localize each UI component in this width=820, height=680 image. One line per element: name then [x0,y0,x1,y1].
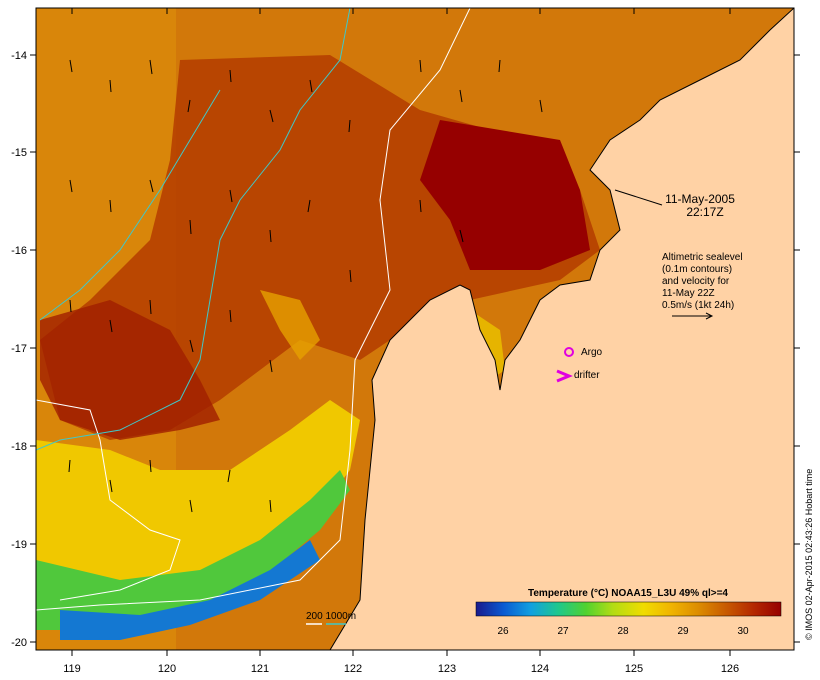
velocity-arrow [539,99,543,113]
date-pointer [614,189,663,206]
isobath-200 [36,8,471,611]
velocity-arrow [459,229,464,243]
velocity-arrow [109,199,112,213]
velocity-arrow [149,299,152,315]
y-tick-label: -15 [11,147,27,159]
velocity-arrow [307,199,311,213]
coastline [329,8,794,650]
scale-arrow-icon [672,312,714,320]
colorbar [475,601,782,617]
x-tick-label: 126 [721,663,739,675]
hot-core [420,120,590,270]
x-tick-label: 119 [63,663,81,675]
x-tick-label: 121 [251,663,269,675]
velocity-arrow [68,459,71,473]
drifter-marker-icon [556,369,573,383]
argo-label: Argo [581,347,603,358]
velocity-arrow [69,299,72,313]
velocity-arrow [419,59,422,73]
velocity-legend-line: and velocity for [662,276,730,287]
date-label: 11-May-2005 [665,192,735,206]
y-axis [30,54,800,643]
velocity-arrow [69,179,73,193]
cool-band-green [36,470,350,630]
velocity-arrow [189,339,194,353]
velocity-arrow [149,459,152,473]
x-tick-label: 125 [625,663,643,675]
velocity-arrows [68,59,543,513]
velocity-arrow [189,499,193,513]
velocity-arrow [187,99,191,113]
velocity-arrow [498,59,501,73]
y-tick-label: -19 [11,539,27,551]
velocity-legend-line: 0.5m/s (1kt 24h) [662,300,734,311]
argo-marker-icon [564,347,574,357]
colorbar-tick: 27 [557,626,569,637]
x-tick-label: 120 [158,663,176,675]
hot-band [40,300,220,440]
cool-band-yellow [36,400,360,620]
isobath-200-inner [36,399,181,601]
nearshore-warm [260,290,320,360]
velocity-legend-line: 11-May 22Z [662,288,715,299]
isobath-legend-label: 200 1000m [306,611,356,622]
velocity-arrow [109,479,113,493]
velocity-arrow [109,79,112,93]
velocity-arrow [309,79,313,93]
y-tick-label: -16 [11,245,27,257]
x-axis [71,8,731,656]
plot-area [36,8,794,650]
velocity-arrow [269,229,272,243]
velocity-arrow [419,199,422,213]
y-tick-label: -14 [11,50,27,62]
velocity-arrow [149,59,153,75]
colorbar-tick: 28 [617,626,629,637]
y-tick-label: -20 [11,637,27,649]
plot-frame [35,7,795,651]
credit-text: © IMOS 02-Apr-2015 02:43:26 Hobart time [804,469,814,640]
velocity-arrow [459,89,463,103]
colorbar-tick: 29 [677,626,689,637]
velocity-arrow [229,69,232,83]
isobath-1000 [36,8,351,451]
x-tick-label: 122 [344,663,362,675]
velocity-arrow [229,309,232,323]
velocity-arrow [269,499,272,513]
y-tick-label: -18 [11,441,27,453]
y-tick-label: -17 [11,343,27,355]
velocity-arrow [189,219,192,235]
velocity-arrow [349,269,352,283]
velocity-arrow [348,119,351,133]
x-tick-label: 123 [438,663,456,675]
time-label: 22:17Z [686,205,723,219]
velocity-arrow [269,109,274,123]
drifter-label: drifter [574,370,600,381]
x-tick-label: 124 [531,663,549,675]
colorbar-title: Temperature (°C) NOAA15_L3U 49% ql>=4 [528,588,728,599]
velocity-legend-line: (0.1m contours) [662,264,732,275]
colorbar-tick: 30 [737,626,749,637]
velocity-arrow [269,359,273,373]
land [330,8,794,650]
velocity-legend-line: Altimetric sealevel [662,252,743,263]
isobath-1000-west [39,89,221,321]
velocity-arrow [149,179,154,193]
velocity-arrow [109,319,113,333]
cool-band-blue [60,540,320,640]
velocity-arrow [229,189,233,203]
colorbar-tick: 26 [497,626,509,637]
velocity-arrow [69,59,73,73]
velocity-arrow [227,469,231,483]
